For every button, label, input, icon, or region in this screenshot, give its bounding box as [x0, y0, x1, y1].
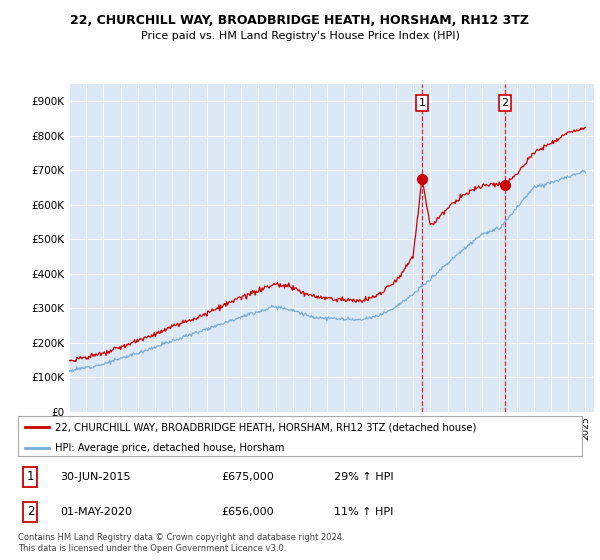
Text: 1: 1: [26, 470, 34, 483]
Text: 22, CHURCHILL WAY, BROADBRIDGE HEATH, HORSHAM, RH12 3TZ: 22, CHURCHILL WAY, BROADBRIDGE HEATH, HO…: [71, 14, 530, 27]
Text: £656,000: £656,000: [221, 507, 274, 517]
Text: 22, CHURCHILL WAY, BROADBRIDGE HEATH, HORSHAM, RH12 3TZ (detached house): 22, CHURCHILL WAY, BROADBRIDGE HEATH, HO…: [55, 422, 476, 432]
Text: 1: 1: [418, 98, 425, 108]
Text: £675,000: £675,000: [221, 472, 274, 482]
Text: HPI: Average price, detached house, Horsham: HPI: Average price, detached house, Hors…: [55, 442, 284, 452]
Text: 2: 2: [502, 98, 509, 108]
Text: 11% ↑ HPI: 11% ↑ HPI: [334, 507, 393, 517]
Text: 01-MAY-2020: 01-MAY-2020: [60, 507, 133, 517]
Text: 29% ↑ HPI: 29% ↑ HPI: [334, 472, 394, 482]
Text: 2: 2: [26, 505, 34, 518]
Text: Price paid vs. HM Land Registry's House Price Index (HPI): Price paid vs. HM Land Registry's House …: [140, 31, 460, 41]
Text: Contains HM Land Registry data © Crown copyright and database right 2024.
This d: Contains HM Land Registry data © Crown c…: [18, 533, 344, 553]
Text: 30-JUN-2015: 30-JUN-2015: [60, 472, 131, 482]
